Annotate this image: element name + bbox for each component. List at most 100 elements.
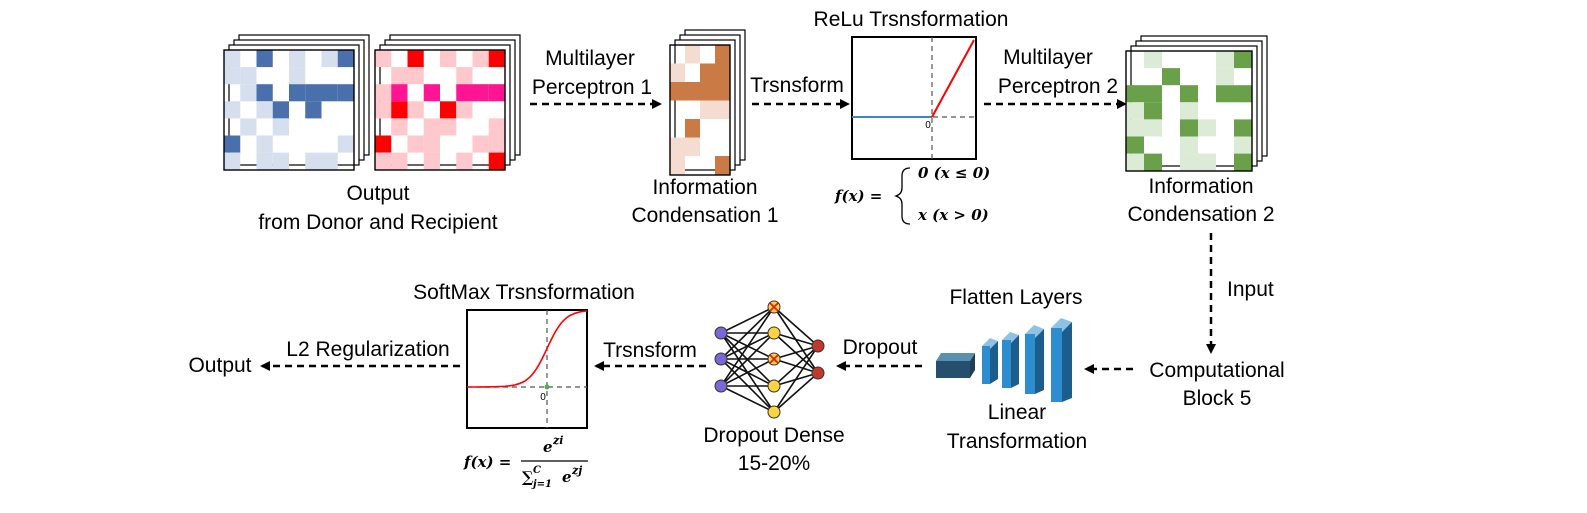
info2-label-2: Condensation 2 <box>1127 203 1274 226</box>
donor-matrix-stack <box>223 34 370 171</box>
matrix-cell <box>488 84 505 102</box>
matrix-cell <box>289 84 306 102</box>
softmax-zero: 0 <box>540 392 546 403</box>
softmax-title: SoftMax Trsnsformation <box>413 281 635 304</box>
softmax-numerator: e <box>543 438 553 456</box>
mlp1-label-1: Multilayer <box>545 47 635 70</box>
input-node <box>714 379 728 393</box>
matrix-cell <box>715 156 730 175</box>
relu-zero: 0 <box>925 120 931 131</box>
matrix-cell <box>423 118 440 136</box>
matrix-cell <box>337 84 354 102</box>
matrix-cell <box>423 135 440 153</box>
mlp1-label-2: Perceptron 1 <box>532 76 652 99</box>
softmax-denominator-tail: e <box>562 468 572 486</box>
matrix-cell <box>391 67 408 85</box>
matrix-cell <box>1126 136 1144 154</box>
matrix-cell <box>224 135 241 153</box>
matrix-cell <box>224 152 241 170</box>
input-label: Input <box>1227 278 1274 301</box>
hidden-node <box>767 379 781 393</box>
matrix-cell <box>440 118 457 136</box>
matrix-cell <box>375 84 392 102</box>
matrix-cell <box>1216 68 1234 86</box>
input-node <box>714 326 728 340</box>
matrix-cell <box>1144 51 1162 69</box>
matrix-cell <box>1216 85 1234 103</box>
matrix-cell <box>272 118 289 136</box>
info2-label-1: Information <box>1148 175 1253 198</box>
matrix-cell <box>1144 153 1162 171</box>
matrix-cell <box>1126 153 1144 171</box>
matrix-cell <box>391 84 408 102</box>
matrix-cell <box>488 135 505 153</box>
matrix-cell <box>407 101 424 119</box>
matrix-cell <box>1162 68 1180 86</box>
matrix-cell <box>289 50 306 68</box>
condensation1-matrix <box>669 44 731 176</box>
matrix-cell <box>256 135 273 153</box>
matrix-cell <box>337 50 354 68</box>
matrix-cell <box>407 135 424 153</box>
output-donor-label-1: Output <box>346 182 409 205</box>
matrix-cell <box>375 152 392 170</box>
matrix-cell <box>670 156 685 175</box>
matrix-cell <box>1234 153 1252 171</box>
matrix-cell <box>715 63 730 82</box>
dropout-label: Dropout <box>843 336 918 359</box>
comp-block-label-1: Computational <box>1149 359 1284 382</box>
l2-label: L2 Regularization <box>286 338 449 361</box>
transform-bottom-label: Trsnsform <box>603 339 697 362</box>
matrix-cell <box>407 67 424 85</box>
matrix-cell <box>488 152 505 170</box>
matrix-cell <box>1180 119 1198 137</box>
flatten-layers-icon <box>936 318 1072 402</box>
matrix-cell <box>1234 119 1252 137</box>
matrix-cell <box>321 50 338 68</box>
matrix-cell <box>670 137 685 156</box>
condensation2-matrix <box>1125 50 1253 172</box>
donor-matrix <box>223 49 355 171</box>
dropout-dense-label-2: 15-20% <box>738 452 810 475</box>
matrix-cell <box>375 135 392 153</box>
matrix-cell <box>240 84 257 102</box>
matrix-cell <box>375 50 392 68</box>
mlp2-label-2: Perceptron 2 <box>998 75 1118 98</box>
matrix-cell <box>272 101 289 119</box>
matrix-cell <box>685 137 700 156</box>
softmax-denominator-sub: j=1 <box>531 479 552 490</box>
matrix-cell <box>456 152 473 170</box>
matrix-cell <box>321 84 338 102</box>
matrix-cell <box>305 101 322 119</box>
matrix-cell <box>488 50 505 68</box>
matrix-cell <box>1180 136 1198 154</box>
matrix-cell <box>224 67 241 85</box>
condensation1-stack <box>669 29 746 176</box>
matrix-cell <box>1234 136 1252 154</box>
matrix-cell <box>256 84 273 102</box>
matrix-cell <box>321 152 338 170</box>
matrix-cell <box>456 101 473 119</box>
linear-label-2: Transformation <box>947 430 1087 453</box>
matrix-cell <box>391 118 408 136</box>
dropout-dense-label-1: Dropout Dense <box>703 424 844 447</box>
matrix-cell <box>456 67 473 85</box>
matrix-cell <box>391 152 408 170</box>
matrix-cell <box>256 50 273 68</box>
hidden-node <box>767 326 781 340</box>
softmax-denominator-sup: C <box>533 465 541 476</box>
relu-formula: f(x) = 0 (x ≤ 0) x (x > 0) <box>834 164 990 225</box>
matrix-cell <box>1180 153 1198 171</box>
matrix-cell <box>407 50 424 68</box>
matrix-cell <box>700 100 715 119</box>
matrix-cell <box>305 152 322 170</box>
matrix-cell <box>1234 85 1252 103</box>
relu-title: ReLu Trsnsformation <box>814 8 1009 31</box>
hidden-node <box>767 405 781 419</box>
matrix-cell <box>472 135 489 153</box>
softmax-formula-lhs: f(x) = <box>463 453 511 471</box>
matrix-cell <box>440 50 457 68</box>
matrix-cell <box>1180 102 1198 120</box>
